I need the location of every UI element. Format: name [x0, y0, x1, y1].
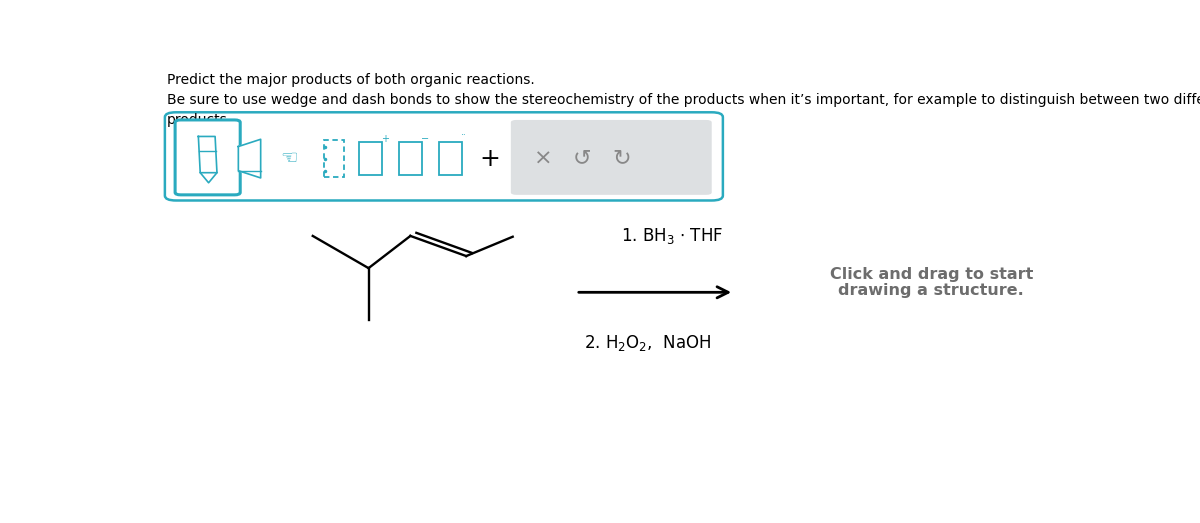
Bar	[324, 141, 344, 177]
Text: ↺: ↺	[574, 149, 592, 168]
Polygon shape	[239, 139, 260, 178]
Text: ¨: ¨	[461, 134, 466, 144]
Text: 2. H$_2$O$_2$,  NaOH: 2. H$_2$O$_2$, NaOH	[584, 333, 712, 353]
Text: 1. BH$_3$ $\cdot$ THF: 1. BH$_3$ $\cdot$ THF	[620, 226, 722, 246]
Text: drawing a structure.: drawing a structure.	[839, 283, 1024, 298]
Bar	[439, 142, 462, 175]
Text: ×: ×	[534, 149, 553, 168]
Text: ☜: ☜	[281, 149, 299, 168]
Bar	[400, 142, 421, 175]
Text: products.: products.	[167, 113, 232, 127]
Text: ↻: ↻	[612, 149, 631, 168]
Text: Click and drag to start: Click and drag to start	[829, 267, 1033, 282]
FancyBboxPatch shape	[511, 120, 712, 195]
Text: Be sure to use wedge and dash bonds to show the stereochemistry of the products : Be sure to use wedge and dash bonds to s…	[167, 93, 1200, 107]
FancyBboxPatch shape	[164, 112, 722, 200]
Bar	[359, 142, 382, 175]
Text: +: +	[479, 146, 500, 170]
FancyBboxPatch shape	[175, 120, 240, 195]
Text: −: −	[421, 134, 430, 144]
Text: +: +	[382, 134, 389, 144]
Text: Predict the major products of both organic reactions.: Predict the major products of both organ…	[167, 73, 534, 87]
